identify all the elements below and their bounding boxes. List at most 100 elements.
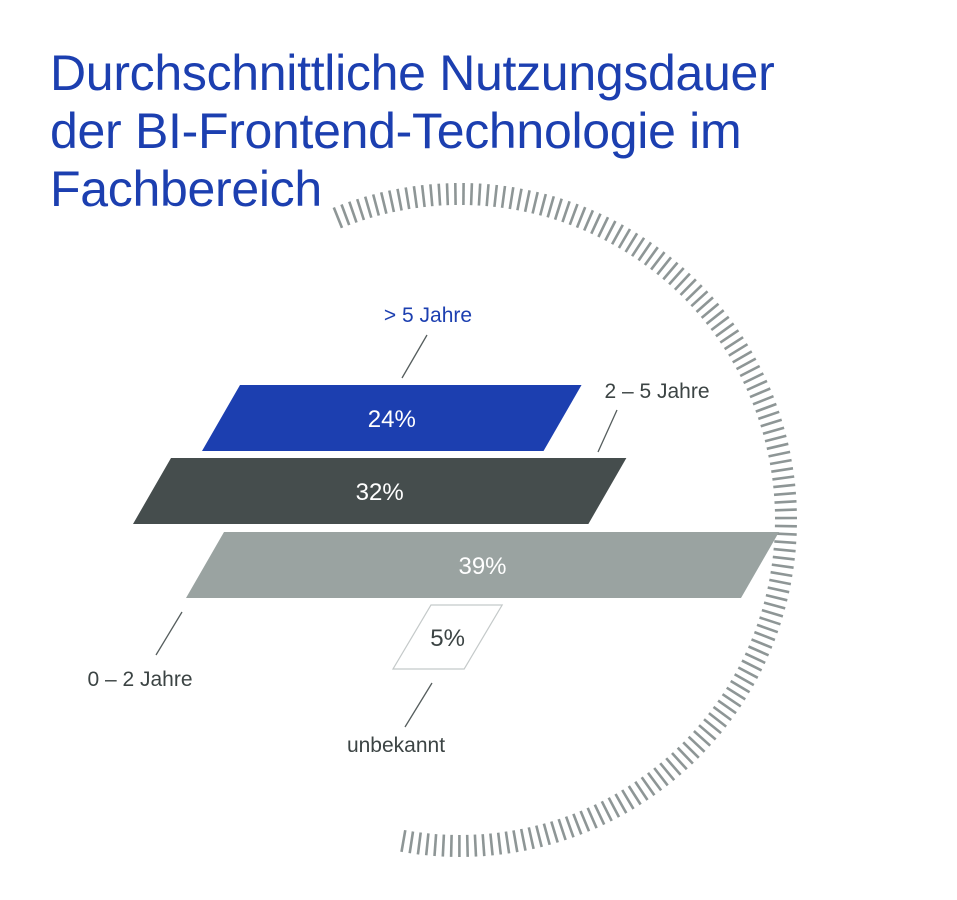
ring-tick: [553, 198, 563, 221]
ring-tick: [772, 475, 795, 481]
ring-tick: [771, 563, 794, 569]
ring-tick: [755, 402, 777, 413]
ring-tick: [404, 187, 411, 210]
ring-tick: [568, 203, 579, 226]
ring-tick: [643, 246, 659, 266]
ring-tick: [768, 450, 791, 458]
bar-0-2-jahre: [186, 532, 779, 598]
ring-tick: [650, 251, 666, 271]
ring-tick: [481, 834, 486, 857]
ring-tick: [773, 547, 796, 553]
ring-tick: [590, 213, 602, 235]
ring-tick: [730, 679, 751, 694]
ring-tick: [600, 800, 613, 822]
ring-tick: [762, 426, 785, 435]
leader-line: [401, 334, 428, 379]
ring-tick: [579, 810, 591, 832]
ring-tick: [557, 818, 567, 841]
ring-tick: [739, 364, 761, 378]
ring-tick: [538, 193, 548, 216]
ring-tick: [698, 724, 717, 741]
ring-tick: [770, 570, 793, 578]
ring-tick: [769, 458, 792, 466]
value-label-unbekannt: 5%: [430, 625, 465, 652]
ring-tick: [355, 198, 366, 221]
ring-tick: [550, 821, 559, 843]
ring-tick: [659, 762, 676, 782]
ring-tick: [542, 823, 551, 846]
ring-tick: [653, 767, 669, 787]
ring-tick: [756, 623, 779, 634]
ring-tick: [700, 302, 720, 319]
ring-tick: [735, 357, 757, 371]
ring-tick: [535, 825, 543, 848]
ring-tick: [687, 735, 706, 753]
ring-tick: [363, 196, 373, 219]
ring-tick: [379, 191, 388, 215]
ring-tick: [332, 207, 344, 229]
ring-tick: [761, 608, 784, 618]
labels-group: > 5 Jahre 2 – 5 Jahre 0 – 2 Jahre unbekannt: [87, 304, 709, 757]
ring-tick: [485, 184, 490, 207]
category-label-unbekannt: unbekannt: [347, 734, 445, 757]
ring-tick: [772, 555, 795, 561]
ring-tick: [396, 188, 403, 211]
ring-tick: [728, 343, 749, 357]
ring-tick: [717, 699, 737, 715]
ring-tick: [774, 508, 797, 512]
ring-tick: [610, 224, 624, 245]
ring-tick: [371, 194, 381, 216]
ring-tick: [703, 718, 722, 735]
ring-tick: [743, 372, 764, 385]
title-line-3: Fachbereich: [50, 161, 322, 217]
ring-tick: [437, 183, 442, 206]
ring-tick: [774, 532, 797, 536]
ring-tick: [508, 186, 515, 210]
ring-tick: [767, 586, 790, 594]
ring-tick: [429, 184, 434, 207]
ring-tick: [671, 752, 688, 771]
ring-tick: [733, 673, 755, 687]
bars-group: 24% 32% 39% 5%: [133, 385, 779, 670]
ring-tick: [614, 793, 628, 814]
ring-tick: [627, 785, 642, 806]
page-title: Durchschnittliche Nutzungsdauer der BI-F…: [50, 44, 930, 218]
ring-tick: [477, 183, 482, 206]
decorative-tick-ring: [332, 182, 798, 857]
ring-tick: [752, 394, 774, 406]
ring-tick: [597, 216, 610, 238]
leader-line: [155, 611, 183, 656]
ring-tick: [646, 772, 663, 792]
ring-tick: [719, 329, 740, 344]
ring-tick: [400, 829, 407, 853]
bar-5-jahre: [202, 385, 582, 451]
ring-tick: [732, 350, 753, 364]
ring-tick: [668, 267, 685, 286]
ring-tick: [773, 491, 797, 497]
ring-tick: [695, 296, 714, 313]
ring-tick: [465, 834, 469, 857]
ring-tick: [348, 201, 358, 223]
ring-tick: [473, 834, 478, 857]
ring-tick: [771, 467, 794, 473]
ring-tick: [665, 757, 682, 776]
title-line-2: der BI-Frontend-Technologie im: [50, 103, 742, 159]
ring-tick: [500, 185, 507, 208]
ring-tick: [408, 831, 415, 854]
ring-tick: [708, 712, 727, 728]
ring-tick: [489, 833, 494, 856]
ring-tick: [575, 206, 587, 229]
ring-tick: [621, 789, 635, 810]
ring-tick: [340, 204, 351, 226]
ring-tick: [744, 652, 766, 665]
ring-tick: [774, 540, 797, 545]
ring-tick: [523, 190, 531, 213]
ring-tick: [712, 705, 732, 722]
ring-tick: [656, 256, 673, 276]
ring-tick: [561, 200, 571, 223]
value-label-2-5-jahre: 32%: [356, 479, 404, 506]
ring-tick: [388, 190, 396, 213]
ring-tick: [469, 183, 474, 206]
ring-tick: [753, 630, 776, 642]
ring-tick: [690, 290, 709, 308]
